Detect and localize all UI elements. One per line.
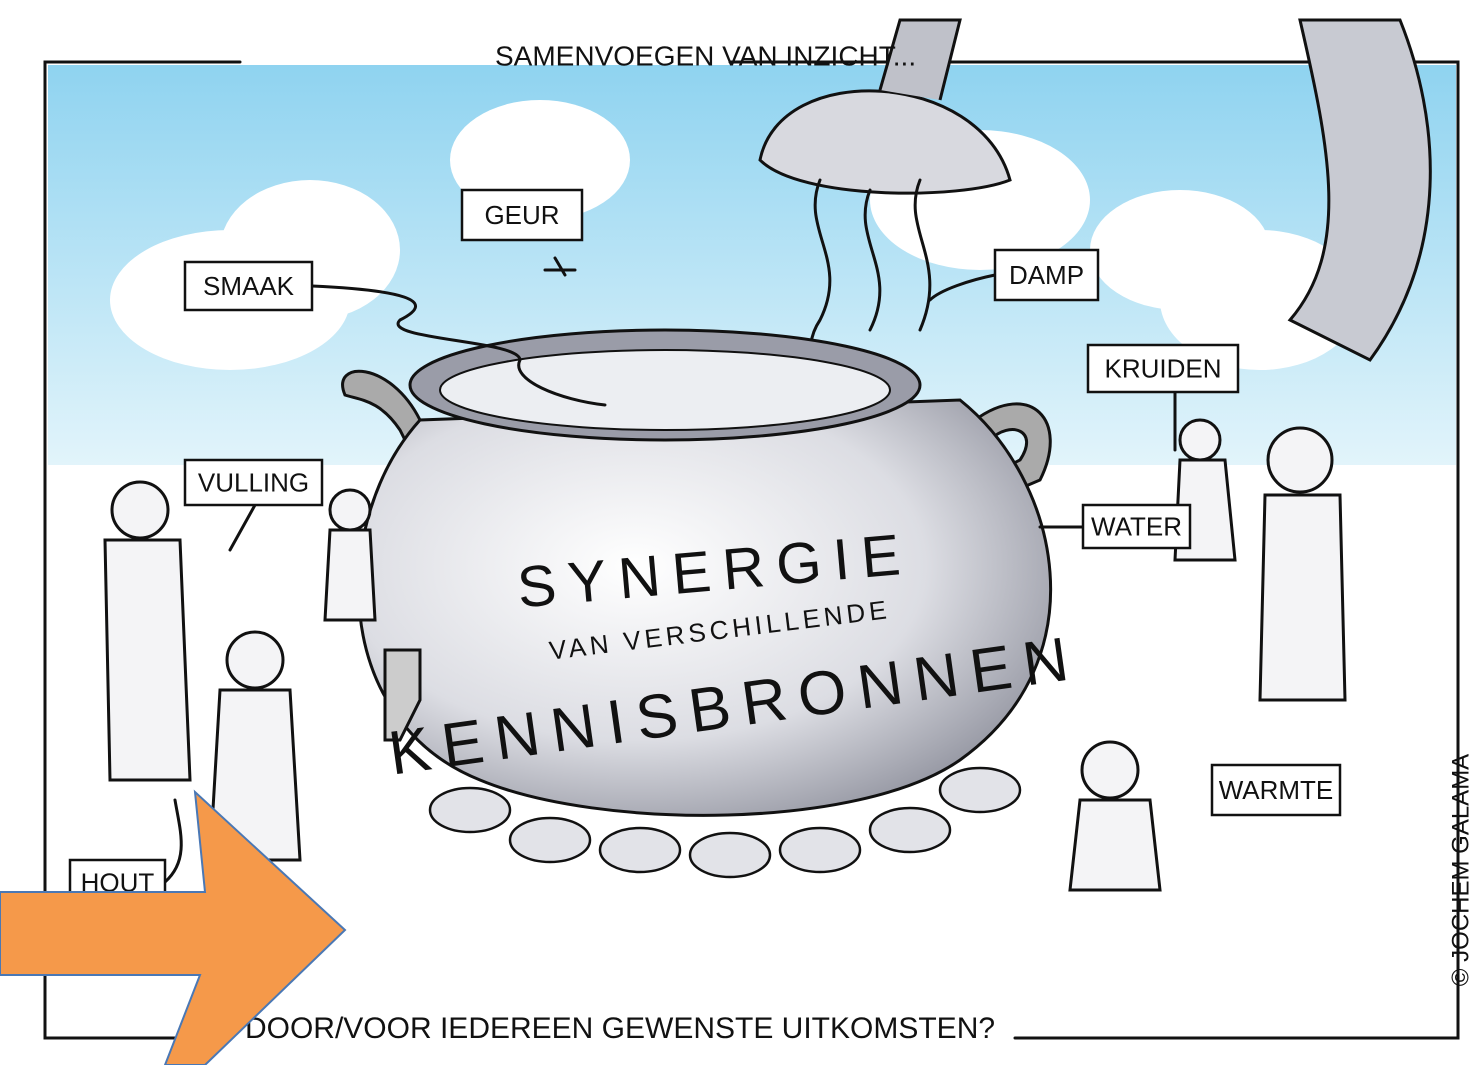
label-text: KRUIDEN [1104, 353, 1221, 383]
illustration: SAMENVOEGEN VAN INZICHT... SYNERGIEVAN V… [0, 0, 1476, 1065]
label-text: WARMTE [1219, 775, 1334, 805]
title: SAMENVOEGEN VAN INZICHT... [495, 40, 916, 71]
credit: © JOCHEM GALAMA [1447, 754, 1474, 986]
label-text: DAMP [1009, 260, 1084, 290]
page: SAMENVOEGEN VAN INZICHT... SYNERGIEVAN V… [0, 0, 1476, 1065]
soup [440, 350, 890, 430]
label-text: VULLING [198, 467, 309, 497]
label-text: GEUR [484, 200, 559, 230]
label-text: SMAAK [203, 271, 295, 301]
footer-question: DOOR/VOOR IEDEREEN GEWENSTE UITKOMSTEN? [245, 1012, 995, 1045]
label-text: WATER [1091, 511, 1182, 541]
